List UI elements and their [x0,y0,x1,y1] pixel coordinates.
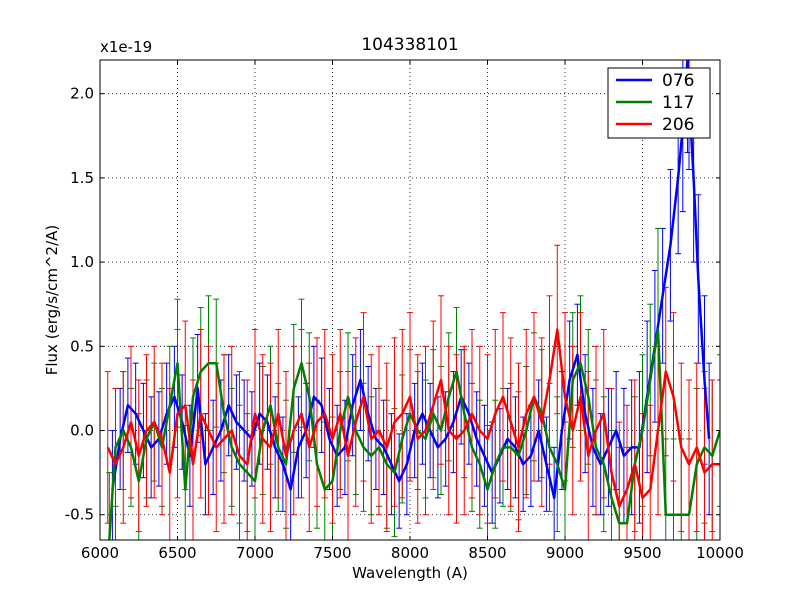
y-tick-label: 2.0 [70,85,94,103]
y-tick-label: 1.0 [70,253,94,271]
y-tick-label: 1.5 [70,169,94,187]
y-tick-label: 0.5 [70,337,94,355]
x-tick-label: 6000 [81,544,119,562]
x-tick-label: 8500 [468,544,506,562]
series-layer [104,60,720,540]
x-tick-label: 7000 [236,544,274,562]
y-tick-label: -0.5 [65,506,94,524]
legend-label-117: 117 [662,93,694,113]
x-tick-label: 6500 [158,544,196,562]
x-axis-label: Wavelength (A) [352,564,468,582]
x-tick-label: 9500 [623,544,661,562]
x-tick-label: 7500 [313,544,351,562]
chart-title: 104338101 [361,35,458,55]
legend-label-206: 206 [662,115,694,135]
y-tick-label: 0.0 [70,422,94,440]
series-line-206 [106,328,720,508]
axis-ticks: 6000 6500 7000 7500 8000 8500 9000 9500 10000 -0.… [65,60,744,562]
legend-label-076: 076 [662,71,694,91]
y-offset-label: x1e-19 [100,38,152,56]
x-tick-label: 8000 [391,544,429,562]
series-line-076 [111,60,711,500]
y-axis-label: Flux (erg/s/cm^2/A) [43,225,61,376]
x-tick-label: 10000 [696,544,744,562]
x-tick-label: 9000 [546,544,584,562]
